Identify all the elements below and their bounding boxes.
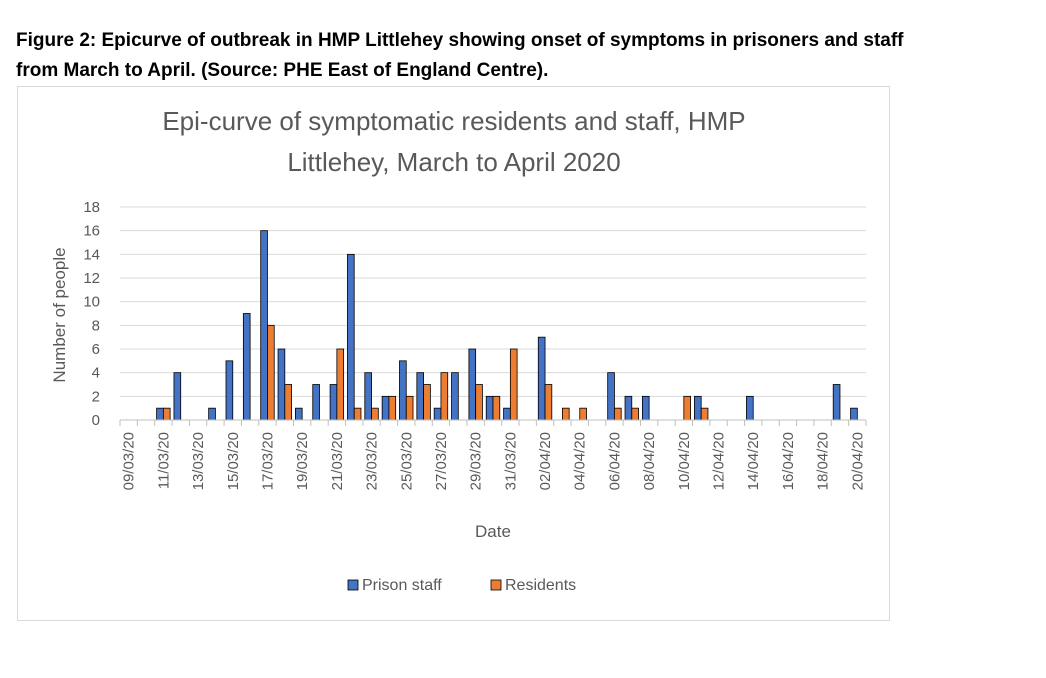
bar-residents — [561, 407, 570, 421]
y-tick-label: 8 — [92, 317, 100, 334]
x-tick-label: 09/03/20 — [121, 432, 138, 490]
bar-residents — [423, 384, 431, 421]
x-tick-label: 29/03/20 — [468, 432, 485, 490]
bar-prison-staff — [485, 395, 494, 421]
x-tick-label: 23/03/20 — [364, 432, 381, 490]
bar-residents — [475, 384, 483, 421]
bar-prison-staff — [641, 395, 650, 421]
x-tick-label: 12/04/20 — [711, 432, 728, 490]
bar-prison-staff — [850, 407, 858, 421]
bar-prison-staff — [537, 336, 546, 421]
bar-residents — [614, 407, 622, 421]
bar-prison-staff — [294, 407, 303, 421]
chart-title-line-1: Epi-curve of symptomatic residents and s… — [162, 106, 745, 136]
bar-prison-staff — [329, 384, 338, 421]
y-tick-label: 14 — [83, 246, 100, 263]
x-tick-label: 02/04/20 — [537, 432, 554, 490]
bar-residents — [267, 324, 275, 421]
bar-prison-staff — [312, 384, 320, 421]
bar-prison-staff — [468, 348, 477, 421]
x-tick-label: 13/03/20 — [190, 432, 207, 490]
bar-residents — [700, 407, 709, 421]
bar-residents — [388, 395, 397, 421]
x-tick-label: 19/03/20 — [294, 432, 311, 490]
bar-residents — [509, 348, 518, 421]
bar-residents — [631, 407, 639, 421]
bar-prison-staff — [277, 348, 286, 421]
bar-prison-staff — [156, 407, 164, 421]
bar-prison-staff — [364, 372, 372, 421]
bar-residents — [284, 384, 292, 421]
bar-residents — [683, 395, 692, 421]
x-tick-label: 15/03/20 — [225, 432, 242, 490]
bar-prison-staff — [746, 395, 754, 421]
bar-prison-staff — [607, 372, 615, 421]
chart-title-line-2: Littlehey, March to April 2020 — [287, 147, 620, 177]
bar-prison-staff — [694, 395, 702, 421]
y-axis-ticks: 0 2 4 6 8 10 12 14 16 18 — [83, 199, 100, 429]
x-tick-label: 25/03/20 — [398, 432, 415, 490]
epicurve-chart: Epi-curve of symptomatic residents and s… — [50, 106, 867, 594]
bar-prison-staff — [225, 360, 234, 421]
x-tick-label: 06/04/20 — [606, 432, 623, 490]
bar-residents — [371, 407, 379, 421]
bar-prison-staff — [416, 372, 425, 421]
y-tick-label: 12 — [83, 270, 100, 287]
bar-prison-staff — [242, 313, 251, 421]
x-tick-label: 08/04/20 — [641, 432, 658, 490]
bar-prison-staff — [381, 395, 390, 421]
legend-swatch-residents — [490, 579, 502, 591]
bar-residents — [405, 395, 414, 421]
bar-residents — [492, 395, 501, 421]
x-tick-label: 27/03/20 — [433, 432, 450, 490]
x-tick-label: 04/04/20 — [572, 432, 589, 490]
legend-label-prison-staff: Prison staff — [362, 577, 442, 594]
bar-residents — [353, 407, 362, 421]
x-axis-ticks: 09/03/20 11/03/20 13/03/20 15/03/20 17/03/20… — [119, 420, 867, 490]
bar-residents — [544, 384, 553, 421]
y-tick-label: 4 — [92, 365, 100, 382]
figure-caption-line-2: from March to April. (Source: PHE East o… — [16, 60, 549, 81]
y-tick-label: 6 — [92, 341, 100, 358]
y-tick-label: 0 — [92, 412, 100, 429]
x-tick-label: 10/04/20 — [676, 432, 693, 490]
figure-caption-line-1: Figure 2: Epicurve of outbreak in HMP Li… — [16, 30, 904, 51]
bar-residents — [579, 407, 587, 421]
x-tick-label: 14/04/20 — [745, 432, 762, 490]
chart-frame: Epi-curve of symptomatic residents and s… — [17, 86, 890, 621]
x-tick-label: 16/04/20 — [780, 432, 797, 490]
x-tick-label: 11/03/20 — [155, 432, 172, 489]
y-tick-label: 2 — [92, 388, 100, 405]
figure-caption: Figure 2: Epicurve of outbreak in HMP Li… — [16, 26, 1036, 86]
bar-prison-staff — [832, 384, 841, 421]
bar-prison-staff — [347, 253, 355, 421]
legend-swatch-prison-staff — [347, 579, 359, 591]
legend-label-residents: Residents — [505, 577, 576, 594]
bar-prison-staff — [399, 360, 407, 421]
bar-prison-staff — [433, 407, 442, 421]
y-tick-label: 18 — [83, 199, 100, 216]
bar-prison-staff — [260, 230, 268, 421]
x-axis-label: Date — [475, 522, 511, 541]
x-tick-label: 18/04/20 — [815, 432, 832, 490]
bar-prison-staff — [173, 372, 182, 421]
bar-residents — [440, 372, 449, 421]
x-tick-label: 20/04/20 — [849, 432, 866, 490]
bar-residents — [336, 348, 345, 421]
y-tick-label: 10 — [83, 294, 100, 311]
bar-residents — [162, 407, 171, 421]
x-tick-label: 21/03/20 — [329, 432, 346, 490]
bar-prison-staff — [451, 372, 459, 421]
bar-prison-staff — [503, 407, 511, 421]
y-tick-label: 16 — [83, 223, 100, 240]
x-tick-label: 31/03/20 — [502, 432, 519, 490]
bar-prison-staff — [208, 407, 216, 421]
x-tick-label: 17/03/20 — [259, 432, 276, 490]
bar-prison-staff — [624, 395, 633, 421]
y-axis-label: Number of people — [50, 247, 69, 382]
legend: Prison staff Residents — [347, 577, 576, 594]
